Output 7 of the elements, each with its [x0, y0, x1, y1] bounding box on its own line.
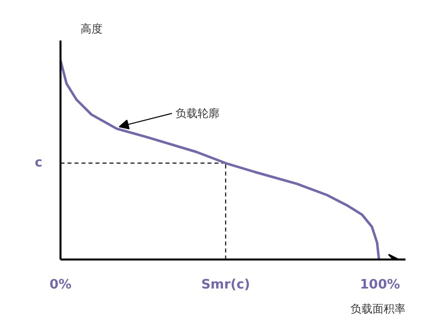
y-axis-title: 高度 — [80, 22, 102, 36]
ref-line-label: Smr(c) — [201, 278, 250, 292]
x-axis-title: 负载面积率 — [350, 302, 406, 316]
annotation: 负载轮廓 — [175, 106, 220, 120]
x-tick-label: 0% — [49, 278, 72, 292]
x-tick-label: 100% — [360, 278, 400, 292]
ref-line-label: c — [34, 156, 43, 171]
